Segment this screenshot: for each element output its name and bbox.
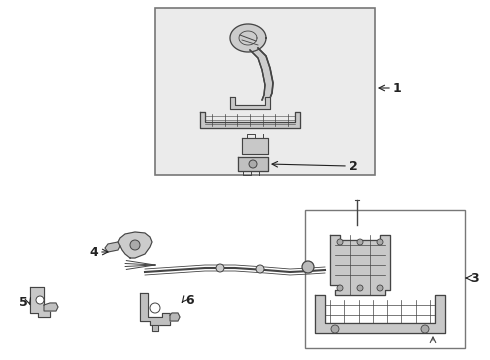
Polygon shape [230,24,266,52]
Text: 5: 5 [19,296,28,309]
Polygon shape [250,48,273,100]
Bar [155,8,375,175]
Circle shape [337,285,343,291]
Text: 1: 1 [393,81,402,94]
Circle shape [130,240,140,250]
Circle shape [377,285,383,291]
Circle shape [357,285,363,291]
Polygon shape [230,97,270,109]
Bar [305,210,465,348]
Polygon shape [238,157,268,171]
Circle shape [331,325,339,333]
Text: 4: 4 [89,246,98,258]
Polygon shape [170,313,180,321]
Polygon shape [330,235,390,295]
Circle shape [249,160,257,168]
Polygon shape [30,287,50,317]
Polygon shape [200,112,300,128]
Polygon shape [105,242,120,252]
Circle shape [256,265,264,273]
Polygon shape [152,325,158,331]
Circle shape [150,303,160,313]
Circle shape [357,239,363,245]
Circle shape [337,239,343,245]
Circle shape [216,264,224,272]
Circle shape [302,261,314,273]
Text: 6: 6 [185,293,194,306]
Circle shape [36,296,44,304]
Polygon shape [140,293,170,325]
Polygon shape [242,138,268,154]
Circle shape [377,239,383,245]
Polygon shape [315,295,445,333]
Polygon shape [44,303,58,311]
Text: 2: 2 [349,159,358,172]
Circle shape [421,325,429,333]
Polygon shape [118,232,152,258]
Text: 3: 3 [470,271,479,284]
